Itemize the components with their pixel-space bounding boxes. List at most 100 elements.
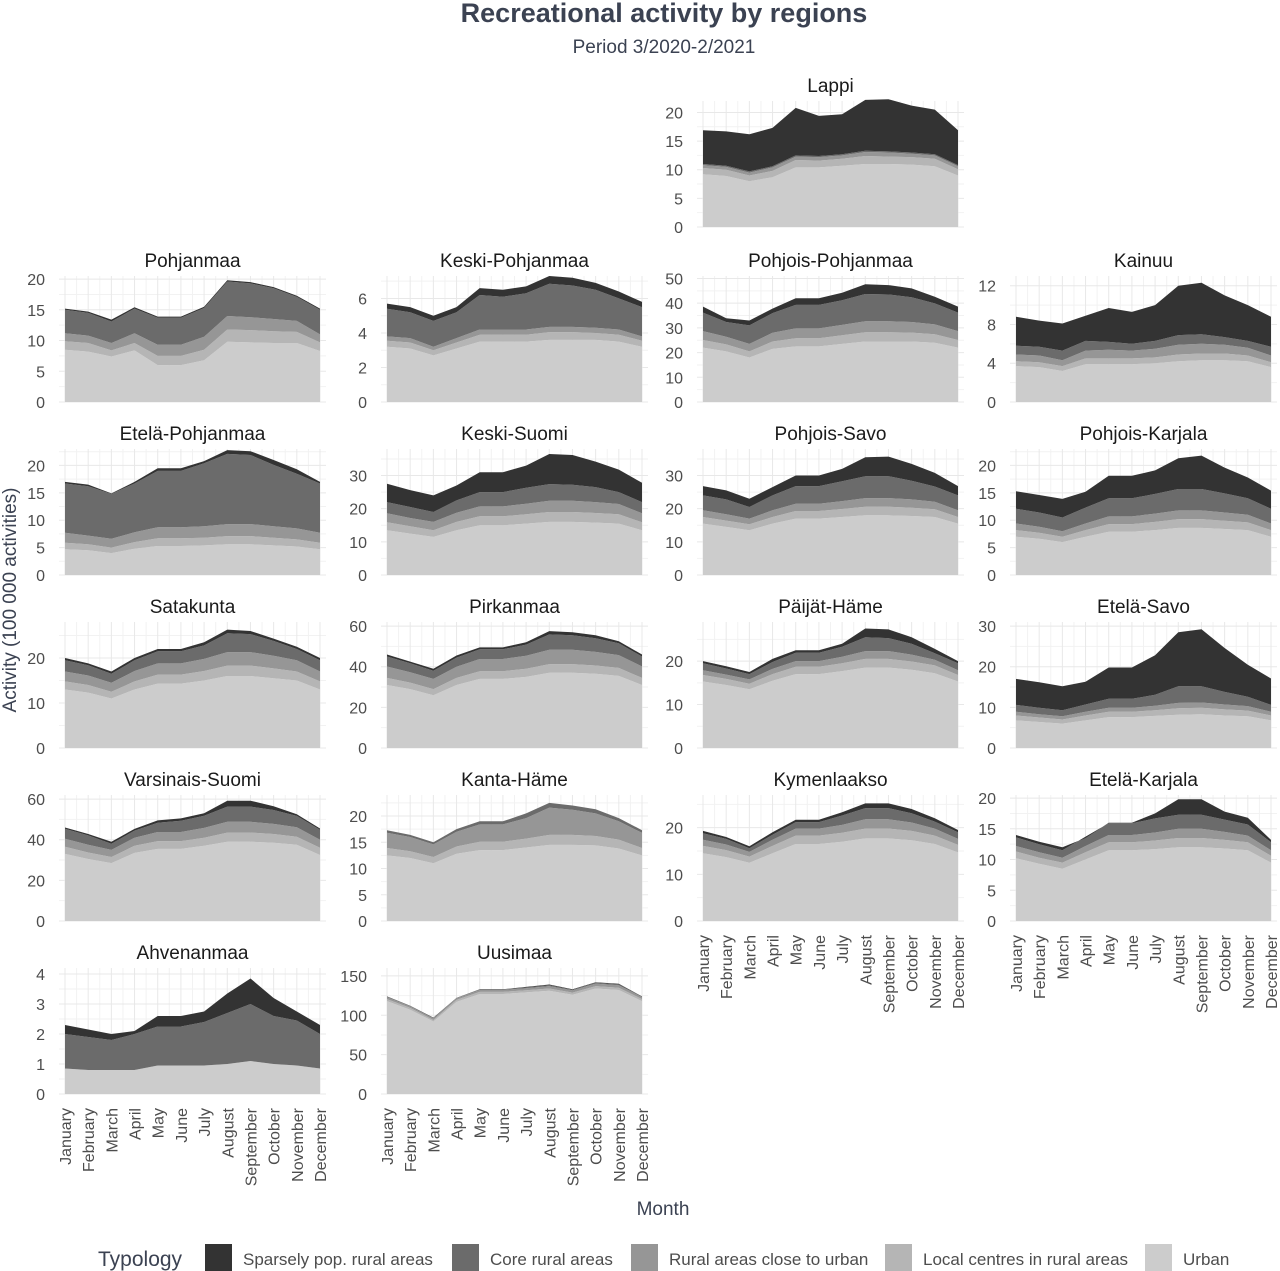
y-tick-label: 0 xyxy=(674,220,683,237)
x-tick-label: September xyxy=(565,1107,582,1186)
panel-pohjanmaa: 0 5 10 15 20 Pohjanmaa xyxy=(27,251,326,412)
area-rural-areas-close-to-urban xyxy=(65,316,320,356)
x-tick-label: October xyxy=(905,934,922,992)
y-tick-label: 15 xyxy=(27,303,45,320)
panel-title: Etelä-Karjala xyxy=(1089,770,1198,791)
x-tick-label: October xyxy=(589,1107,606,1165)
y-tick-label: 100 xyxy=(340,1008,367,1025)
y-tick-label: 0 xyxy=(36,568,45,585)
area-local-centres-in-rural-areas xyxy=(1016,838,1271,869)
area-urban xyxy=(1016,847,1271,921)
panel-title: Kymenlaakso xyxy=(773,770,887,791)
area-urban xyxy=(65,1061,320,1094)
x-tick-label: July xyxy=(835,935,852,963)
x-tick-label: January xyxy=(696,935,713,992)
area-sparsely-pop-rural-areas xyxy=(1016,455,1271,518)
y-tick-label: 10 xyxy=(665,698,683,715)
x-tick-label: May xyxy=(151,1108,168,1138)
y-tick-label: 10 xyxy=(27,334,45,351)
legend-swatch xyxy=(631,1244,658,1271)
area-local-centres-in-rural-areas xyxy=(1016,519,1271,543)
y-tick-label: 8 xyxy=(987,317,996,334)
panel-title: Etelä-Pohjanmaa xyxy=(120,424,266,445)
x-tick-label: September xyxy=(881,934,898,1013)
area-urban xyxy=(65,841,320,921)
x-tick-label: July xyxy=(197,1108,214,1136)
area-core-rural-areas xyxy=(703,150,958,173)
y-tick-label: 40 xyxy=(349,660,367,677)
panel-satakunta: 0 10 20 Satakunta xyxy=(27,597,326,758)
x-tick-label: January xyxy=(380,1108,397,1165)
y-tick-label: 15 xyxy=(665,134,683,151)
chart-subtitle: Period 3/2020-2/2021 xyxy=(573,37,756,58)
panel-varsinais-suomi: 0 20 40 60 Varsinais-Suomi xyxy=(27,770,326,931)
x-tick-label: April xyxy=(766,935,783,967)
x-tick-label: September xyxy=(243,1107,260,1186)
x-tick-label: November xyxy=(928,934,945,1008)
y-tick-label: 5 xyxy=(36,364,45,381)
area-core-rural-areas xyxy=(387,802,642,845)
x-tick-label: November xyxy=(290,1107,307,1181)
y-tick-label: 12 xyxy=(978,279,996,296)
panel-title: Ahvenanmaa xyxy=(137,943,249,964)
panel-title: Pohjois-Karjala xyxy=(1080,424,1208,445)
legend-title: Typology xyxy=(98,1248,183,1271)
legend-swatch xyxy=(1145,1244,1172,1271)
panel-pohjois-pohjanmaa: 0 10 20 30 40 50 Pohjois-Pohjanmaa xyxy=(665,251,964,412)
area-core-rural-areas xyxy=(703,476,958,519)
x-tick-label: October xyxy=(267,1107,284,1165)
area-local-centres-in-rural-areas xyxy=(65,832,320,864)
y-tick-label: 15 xyxy=(349,835,367,852)
y-tick-label: 0 xyxy=(987,568,996,585)
y-tick-label: 20 xyxy=(349,700,367,717)
x-tick-label: July xyxy=(1148,935,1165,963)
x-tick-label: September xyxy=(1194,934,1211,1013)
y-tick-label: 20 xyxy=(665,502,683,519)
area-rural-areas-close-to-urban xyxy=(65,524,320,548)
legend-swatch xyxy=(205,1244,232,1271)
x-tick-label: December xyxy=(313,1107,330,1181)
area-rural-areas-close-to-urban xyxy=(703,819,958,857)
area-urban xyxy=(65,341,320,402)
facet-panels: 05101520Lappi05101520Pohjanmaa0246Keski-… xyxy=(27,76,1280,1186)
y-tick-label: 20 xyxy=(665,821,683,838)
panel-title: Pohjois-Pohjanmaa xyxy=(748,251,913,272)
y-tick-label: 5 xyxy=(36,541,45,558)
y-tick-label: 3 xyxy=(36,997,45,1014)
y-tick-label: 40 xyxy=(665,296,683,313)
y-tick-label: 60 xyxy=(27,792,45,809)
y-tick-label: 10 xyxy=(349,535,367,552)
y-tick-label: 150 xyxy=(340,969,367,986)
legend-label: Sparsely pop. rural areas xyxy=(243,1250,433,1269)
y-tick-label: 0 xyxy=(36,741,45,758)
y-tick-label: 0 xyxy=(674,914,683,931)
y-tick-label: 0 xyxy=(674,568,683,585)
panel-ahvenanmaa: 0 1 2 3 4 Ahvenanmaa January February March April… xyxy=(36,943,330,1186)
y-tick-label: 0 xyxy=(36,1087,45,1104)
panel-title: Keski-Suomi xyxy=(461,424,568,445)
area-core-rural-areas xyxy=(65,806,320,850)
area-local-centres-in-rural-areas xyxy=(703,828,958,863)
y-tick-label: 10 xyxy=(665,535,683,552)
area-sparsely-pop-rural-areas xyxy=(703,456,958,507)
area-urban xyxy=(387,844,642,921)
y-tick-label: 20 xyxy=(27,873,45,890)
panel-title: Pirkanmaa xyxy=(469,597,560,618)
area-rural-areas-close-to-urban xyxy=(387,649,642,690)
area-rural-areas-close-to-urban xyxy=(1016,702,1271,720)
x-tick-label: March xyxy=(426,1108,443,1152)
y-axis-label: Activity (100 000 activities) xyxy=(0,488,21,713)
area-local-centres-in-rural-areas xyxy=(703,156,958,182)
legend-item-rural-areas-close-to-urban: Rural areas close to urban xyxy=(631,1244,868,1271)
area-core-rural-areas xyxy=(65,281,320,345)
area-local-centres-in-rural-areas xyxy=(65,665,320,699)
y-tick-label: 0 xyxy=(36,914,45,931)
legend-swatch xyxy=(452,1244,479,1271)
area-sparsely-pop-rural-areas xyxy=(65,800,320,844)
panel-title: Pohjanmaa xyxy=(144,251,241,272)
y-tick-label: 15 xyxy=(978,822,996,839)
y-tick-label: 0 xyxy=(358,395,367,412)
x-tick-label: February xyxy=(1032,935,1049,999)
area-local-centres-in-rural-areas xyxy=(387,664,642,696)
y-tick-label: 15 xyxy=(978,486,996,503)
